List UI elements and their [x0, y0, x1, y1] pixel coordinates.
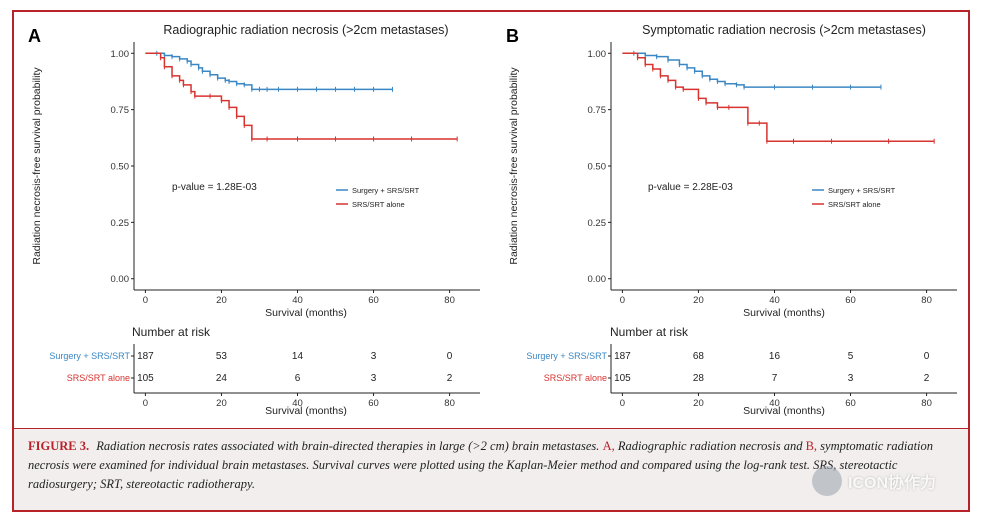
- risk-count: 187: [614, 351, 631, 362]
- caption-text-1: Radiation necrosis rates associated with…: [96, 439, 600, 453]
- panel-b-letter: B: [506, 26, 519, 46]
- panel-b-ylabel: Radiation necrosis-free survival probabi…: [508, 67, 520, 265]
- risk-count: 24: [216, 373, 228, 384]
- panel-a-risk-row-srs: SRS/SRT alone: [67, 373, 130, 383]
- y-tick-label: 0.00: [588, 274, 607, 285]
- risk-x-tick-label: 80: [921, 398, 932, 409]
- risk-count: 3: [848, 373, 854, 384]
- legend-label-surgery: Surgery + SRS/SRT: [828, 186, 896, 195]
- risk-x-tick-label: 80: [444, 398, 455, 409]
- x-tick-label: 20: [693, 295, 704, 306]
- panel-a-risk-xlabel: Survival (months): [265, 405, 347, 417]
- x-tick-label: 60: [845, 295, 856, 306]
- risk-count: 5: [848, 351, 854, 362]
- panel-b-pvalue: p-value = 2.28E-03: [648, 182, 733, 193]
- risk-x-tick-label: 40: [769, 398, 780, 409]
- series-line-surgery: [622, 52, 881, 88]
- risk-count: 53: [216, 351, 228, 362]
- x-tick-label: 60: [368, 295, 379, 306]
- panel-a-pvalue: p-value = 1.28E-03: [172, 182, 257, 193]
- risk-x-tick-label: 60: [845, 398, 856, 409]
- series-line-surgery: [145, 52, 393, 91]
- legend-label-surgery: Surgery + SRS/SRT: [352, 186, 420, 195]
- panel-b-risk-title: Number at risk: [610, 325, 689, 339]
- risk-x-tick-label: 0: [143, 398, 148, 409]
- risk-count: 68: [693, 351, 705, 362]
- y-tick-label: 0.50: [588, 162, 607, 173]
- risk-count: 2: [924, 373, 930, 384]
- x-tick-label: 80: [921, 295, 932, 306]
- risk-x-tick-label: 40: [292, 398, 303, 409]
- panel-a-ylabel: Radiation necrosis-free survival probabi…: [31, 67, 43, 265]
- caption-figure-label: FIGURE 3.: [28, 439, 90, 453]
- risk-x-tick-label: 0: [620, 398, 625, 409]
- y-tick-label: 0.75: [588, 105, 607, 116]
- risk-x-tick-label: 20: [216, 398, 227, 409]
- y-tick-label: 0.25: [588, 218, 607, 229]
- figure-caption: FIGURE 3. Radiation necrosis rates assoc…: [12, 428, 970, 512]
- panel-b-risk-row-surgery: Surgery + SRS/SRT: [526, 351, 607, 361]
- panel-a-risk-title: Number at risk: [132, 325, 211, 339]
- y-tick-label: 0.75: [111, 105, 130, 116]
- legend-label-srs: SRS/SRT alone: [352, 200, 405, 209]
- x-tick-label: 80: [444, 295, 455, 306]
- panel-a: A Radiographic radiation necrosis (>2cm …: [28, 23, 480, 417]
- y-tick-label: 1.00: [111, 49, 130, 60]
- x-tick-label: 40: [292, 295, 303, 306]
- panel-a-risk-row-surgery: Surgery + SRS/SRT: [49, 351, 130, 361]
- risk-count: 0: [924, 351, 930, 362]
- y-tick-label: 0.25: [111, 218, 130, 229]
- panel-b-title: Symptomatic radiation necrosis (>2cm met…: [642, 23, 926, 37]
- caption-text-2: Radiographic radiation necrosis and: [617, 439, 803, 453]
- risk-count: 14: [292, 351, 304, 362]
- panel-b: B Symptomatic radiation necrosis (>2cm m…: [506, 23, 957, 417]
- y-tick-label: 0.00: [111, 274, 130, 285]
- risk-count: 2: [447, 373, 453, 384]
- x-tick-label: 0: [143, 295, 148, 306]
- panel-b-legend: Surgery + SRS/SRT SRS/SRT alone: [812, 186, 896, 209]
- panel-a-xlabel: Survival (months): [265, 307, 347, 319]
- risk-x-tick-label: 20: [693, 398, 704, 409]
- caption-marker-b: B,: [805, 439, 818, 453]
- caption-marker-a: A,: [602, 439, 615, 453]
- panel-b-risk-xlabel: Survival (months): [743, 405, 825, 417]
- x-tick-label: 0: [620, 295, 625, 306]
- legend-label-srs: SRS/SRT alone: [828, 200, 881, 209]
- risk-count: 0: [447, 351, 453, 362]
- series-line-srs: [145, 52, 458, 140]
- panel-a-title: Radiographic radiation necrosis (>2cm me…: [163, 23, 448, 37]
- risk-x-tick-label: 60: [368, 398, 379, 409]
- risk-count: 7: [772, 373, 778, 384]
- risk-count: 3: [371, 351, 377, 362]
- y-tick-label: 1.00: [588, 49, 607, 60]
- series-line-srs: [622, 52, 935, 142]
- y-tick-label: 0.50: [111, 162, 130, 173]
- caption-text-3: symptomatic radiation necrosis were exam…: [28, 439, 934, 491]
- panel-a-letter: A: [28, 26, 41, 46]
- x-tick-label: 20: [216, 295, 227, 306]
- panel-b-risk-row-srs: SRS/SRT alone: [544, 373, 607, 383]
- figure-panels: A Radiographic radiation necrosis (>2cm …: [28, 23, 957, 417]
- watermark-text: ICON协作力: [848, 475, 937, 492]
- risk-count: 105: [614, 373, 631, 384]
- panel-a-legend: Surgery + SRS/SRT SRS/SRT alone: [336, 186, 420, 209]
- risk-count: 187: [137, 351, 154, 362]
- risk-count: 3: [371, 373, 377, 384]
- wechat-icon: [812, 466, 842, 496]
- risk-count: 28: [693, 373, 705, 384]
- risk-count: 105: [137, 373, 154, 384]
- risk-count: 16: [769, 351, 781, 362]
- x-tick-label: 40: [769, 295, 780, 306]
- panel-b-xlabel: Survival (months): [743, 307, 825, 319]
- watermark: ICON协作力: [812, 463, 957, 499]
- risk-count: 6: [295, 373, 301, 384]
